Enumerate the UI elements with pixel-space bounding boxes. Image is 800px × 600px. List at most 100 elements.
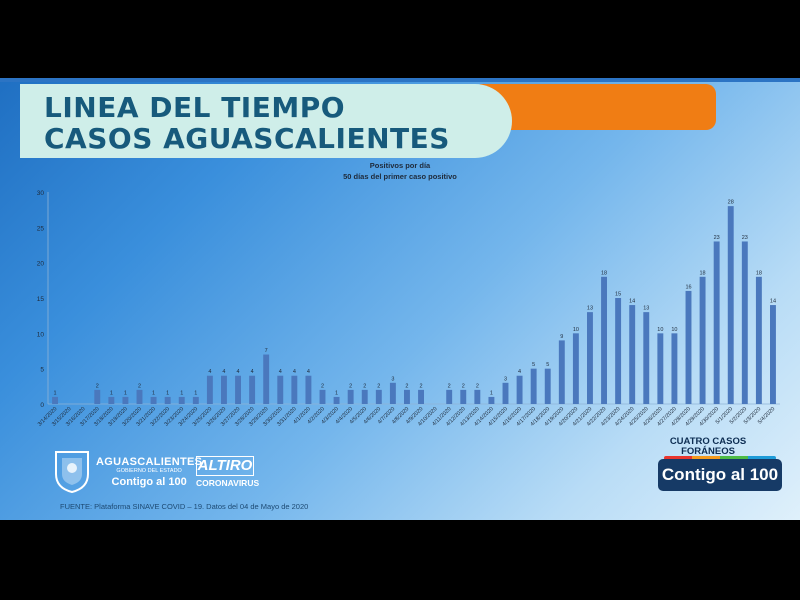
data-label: 18 xyxy=(601,270,607,276)
bar xyxy=(643,312,650,404)
bar xyxy=(474,389,481,404)
note-line2: FORÁNEOS xyxy=(681,446,735,457)
data-label: 4 xyxy=(293,369,296,375)
bar xyxy=(530,368,537,404)
altiro-logo-line2: CORONAVIRUS xyxy=(196,478,260,488)
bar xyxy=(291,375,298,404)
bar xyxy=(770,305,776,404)
data-label: 28 xyxy=(728,200,734,206)
slide: LINEA DEL TIEMPO CASOS AGUASCALIENTES Po… xyxy=(0,78,800,520)
bar xyxy=(389,382,396,404)
bar xyxy=(164,396,171,404)
altiro-logo-line1: ALTIRO xyxy=(196,456,254,476)
y-tick-label: 10 xyxy=(37,331,45,338)
data-label: 10 xyxy=(573,327,579,333)
bar xyxy=(671,333,678,404)
y-tick-label: 20 xyxy=(37,261,45,268)
data-label: 5 xyxy=(546,362,549,368)
data-label: 9 xyxy=(560,334,563,340)
bar xyxy=(404,389,410,404)
y-tick-label: 0 xyxy=(40,402,44,409)
data-label: 1 xyxy=(490,390,493,396)
data-label: 1 xyxy=(335,390,338,396)
foreign-cases-note: CUATRO CASOS FORÁNEOS xyxy=(664,437,752,457)
data-label: 4 xyxy=(251,369,254,375)
data-label: 2 xyxy=(138,383,141,389)
data-label: 1 xyxy=(180,390,183,396)
bar xyxy=(136,389,143,404)
bar xyxy=(52,396,58,404)
data-label: 4 xyxy=(222,369,225,375)
bar xyxy=(94,389,101,404)
data-label: 2 xyxy=(448,383,451,389)
data-label: 2 xyxy=(363,383,366,389)
bar xyxy=(249,375,256,404)
data-label: 18 xyxy=(756,270,762,276)
slide-title-line1: LINEA DEL TIEMPO xyxy=(44,91,346,124)
bar xyxy=(277,375,284,404)
chart-subtitle: 50 días del primer caso positivo xyxy=(343,172,457,181)
data-label: 2 xyxy=(96,383,99,389)
bar xyxy=(601,276,607,404)
data-label: 2 xyxy=(476,383,479,389)
data-label: 1 xyxy=(124,390,127,396)
data-label: 1 xyxy=(194,390,197,396)
data-label: 2 xyxy=(349,383,352,389)
data-label: 3 xyxy=(391,376,394,382)
y-tick-label: 30 xyxy=(37,190,45,197)
data-label: 5 xyxy=(532,362,535,368)
bar xyxy=(375,389,382,404)
bar xyxy=(235,375,241,404)
orange-accent-banner xyxy=(480,84,716,130)
data-label: 2 xyxy=(377,383,380,389)
bar xyxy=(741,241,748,404)
data-label: 4 xyxy=(307,369,310,375)
bar xyxy=(150,396,157,404)
bar xyxy=(347,389,354,404)
bar xyxy=(629,305,636,404)
data-label: 2 xyxy=(405,383,408,389)
aguascalientes-logo: AGUASCALIENTES GOBIERNO DEL ESTADO Conti… xyxy=(96,456,202,488)
state-coat-of-arms-logo xyxy=(52,448,92,494)
y-tick-label: 5 xyxy=(40,367,44,374)
bar xyxy=(755,276,762,404)
data-label: 16 xyxy=(685,284,691,290)
bar xyxy=(488,396,495,404)
bar xyxy=(516,375,523,404)
bar xyxy=(727,206,734,404)
bar xyxy=(502,382,509,404)
bar xyxy=(572,333,579,404)
data-label: 1 xyxy=(110,390,113,396)
data-label: 10 xyxy=(671,327,677,333)
ags-logo-line3: Contigo al 100 xyxy=(111,476,187,488)
bar xyxy=(221,375,227,404)
bar xyxy=(685,290,692,404)
data-label: 1 xyxy=(152,390,155,396)
bar xyxy=(657,333,664,404)
data-label: 14 xyxy=(629,299,635,305)
chart-title-block: Positivos por día 50 días del primer cas… xyxy=(280,160,520,182)
data-label: 14 xyxy=(770,299,776,305)
bar xyxy=(122,396,129,404)
data-label: 10 xyxy=(657,327,663,333)
bar xyxy=(558,340,565,404)
y-tick-label: 25 xyxy=(37,225,45,232)
ags-logo-line1: AGUASCALIENTES xyxy=(96,456,203,468)
data-label: 4 xyxy=(279,369,282,375)
data-label: 15 xyxy=(615,292,621,298)
y-tick-label: 15 xyxy=(37,296,45,303)
data-label: 2 xyxy=(462,383,465,389)
bar xyxy=(713,241,720,404)
data-label: 4 xyxy=(518,369,521,375)
data-label: 13 xyxy=(643,306,649,312)
title-banner: LINEA DEL TIEMPO CASOS AGUASCALIENTES xyxy=(20,84,512,158)
chart-title: Positivos por día xyxy=(369,161,431,170)
bar xyxy=(544,368,551,404)
data-label: 13 xyxy=(587,306,593,312)
ags-logo-line2: GOBIERNO DEL ESTADO xyxy=(116,468,182,474)
data-label: 23 xyxy=(714,235,720,241)
bar xyxy=(361,389,368,404)
top-divider xyxy=(0,78,800,82)
data-label: 4 xyxy=(208,369,211,375)
note-line1: CUATRO CASOS xyxy=(669,436,747,447)
